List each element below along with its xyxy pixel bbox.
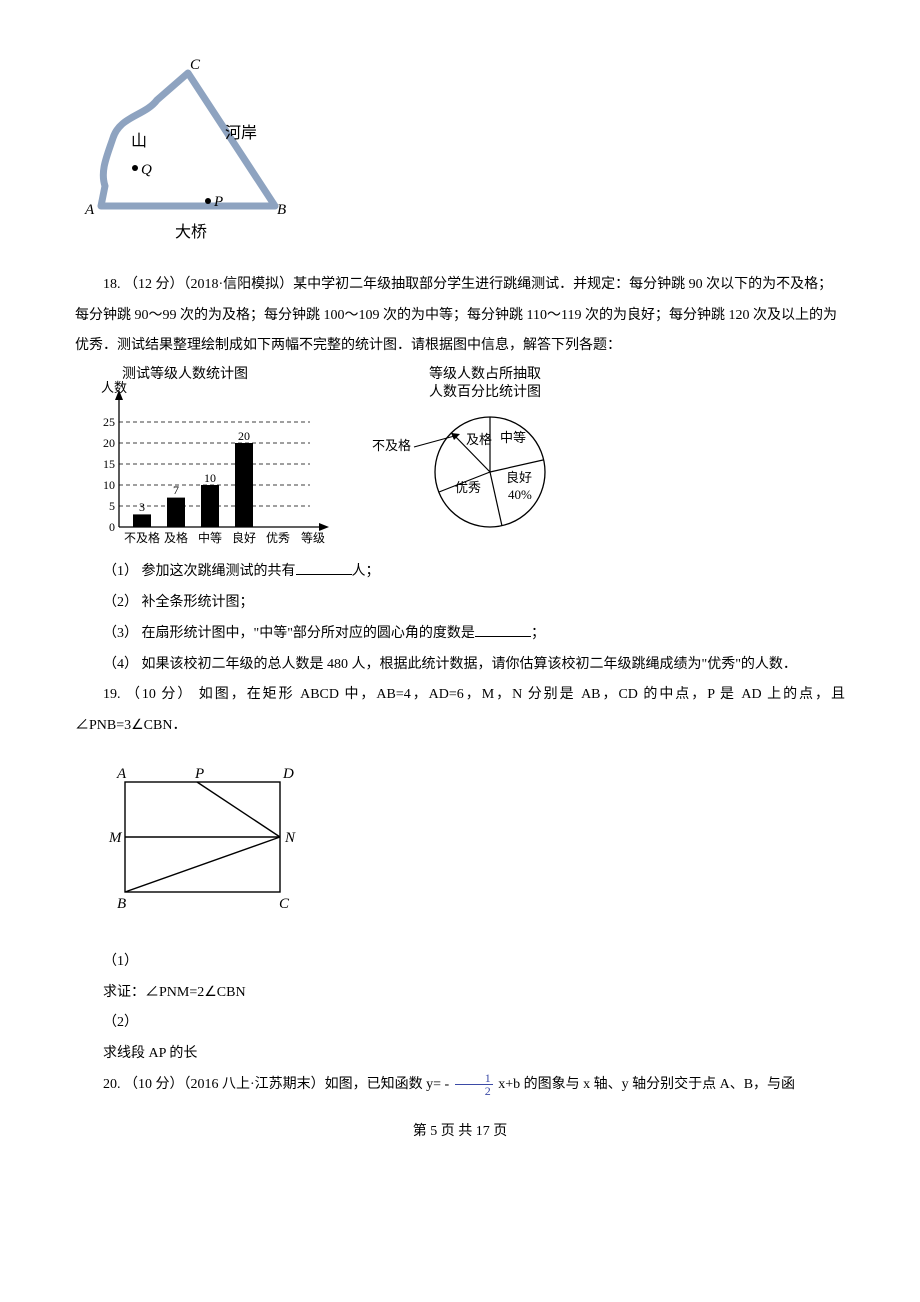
q18-s3-post: ；: [531, 626, 545, 641]
q19-svg: A P D M N B C: [97, 760, 312, 920]
label-q: Q: [141, 162, 152, 178]
annot-bank: 河岸: [225, 124, 257, 142]
svg-text:良好: 良好: [506, 470, 532, 485]
bar-chart-title: 测试等级人数统计图: [122, 365, 248, 382]
pie-chart: 等级人数占所抽取 人数百分比统计图 不及格 及格 中等 良好: [360, 362, 590, 557]
svg-text:不及格: 不及格: [124, 530, 160, 545]
svg-text:优秀: 优秀: [455, 480, 481, 495]
blank-2: [475, 622, 531, 637]
q19-s1-label: （1）: [75, 947, 845, 978]
svg-text:7: 7: [173, 483, 179, 497]
q18-intro: 18. （12 分）（2018·信阳模拟）某中学初二年级抽取部分学生进行跳绳测试…: [75, 270, 845, 362]
point-q-dot: [132, 165, 138, 171]
q19-intro: 19. （10 分） 如图，在矩形 ABCD 中，AB=4，AD=6，M，N 分…: [75, 680, 845, 742]
blank-1: [296, 560, 352, 575]
svg-text:25: 25: [103, 415, 115, 429]
q18-charts: 测试等级人数统计图 人数 0 5 10 15 20 25: [75, 362, 845, 557]
pie-title-1: 等级人数占所抽取: [429, 365, 541, 382]
q19-A: A: [116, 766, 127, 782]
q18-s3-pre: （3） 在扇形统计图中，"中等"部分所对应的圆心角的度数是: [103, 626, 475, 641]
svg-text:10: 10: [204, 471, 216, 485]
q19-s2-text: 求线段 AP 的长: [75, 1039, 845, 1070]
pie-title-2: 人数百分比统计图: [429, 384, 541, 400]
q19-s1-text: 求证：∠PNM=2∠CBN: [75, 978, 845, 1009]
svg-text:及格: 及格: [466, 432, 492, 447]
q19-N: N: [284, 830, 296, 846]
q19-B: B: [117, 896, 126, 912]
q18-s1-pre: （1） 参加这次跳绳测试的共有: [103, 564, 296, 579]
svg-text:20: 20: [238, 429, 250, 443]
svg-text:20: 20: [103, 436, 115, 450]
label-b: B: [277, 202, 286, 218]
q19-P: P: [194, 766, 204, 782]
svg-text:中等: 中等: [500, 430, 526, 445]
svg-text:不及格: 不及格: [372, 438, 411, 453]
bar-chart-xticks: 不及格 及格 中等 良好 优秀 等级: [124, 530, 325, 545]
q18-s1: （1） 参加这次跳绳测试的共有 人；: [75, 557, 845, 588]
q20-post: x+b 的图象与 x 轴、y 轴分别交于点 A、B，与函: [495, 1077, 795, 1092]
q18-s2: （2） 补全条形统计图；: [75, 588, 845, 619]
svg-text:良好: 良好: [232, 530, 256, 545]
point-p-dot: [205, 198, 211, 204]
bar-chart-ylabel: 人数: [101, 380, 127, 395]
annot-mountain: 山: [131, 132, 147, 150]
triangle-svg: C A B P Q 山 河岸 大桥: [75, 56, 300, 251]
svg-text:10: 10: [103, 478, 115, 492]
label-p: P: [213, 194, 223, 210]
bar-chart-bars: 3 7 10 20: [133, 429, 253, 527]
svg-text:5: 5: [109, 499, 115, 513]
q20-line: 20. （10 分）（2016 八上·江苏期末）如图，已知函数 y= - 12 …: [75, 1070, 845, 1101]
q19-s2-label: （2）: [75, 1008, 845, 1039]
fraction-half: 12: [455, 1072, 493, 1097]
page-footer: 第 5 页 共 17 页: [75, 1117, 845, 1148]
q19-figure: A P D M N B C: [97, 760, 845, 933]
q18-s4: （4） 如果该校初二年级的总人数是 480 人，根据此统计数据，请你估算该校初二…: [75, 650, 845, 681]
label-c: C: [190, 57, 201, 73]
q19-C: C: [279, 896, 290, 912]
svg-text:15: 15: [103, 457, 115, 471]
q19-M: M: [108, 830, 123, 846]
svg-text:优秀: 优秀: [266, 531, 290, 545]
svg-text:及格: 及格: [164, 530, 188, 545]
q18-s1-post: 人；: [352, 564, 380, 579]
svg-text:中等: 中等: [198, 530, 222, 545]
q19-D: D: [282, 766, 294, 782]
triangle-river-figure: C A B P Q 山 河岸 大桥: [75, 56, 845, 264]
svg-text:0: 0: [109, 520, 115, 534]
q18-s3: （3） 在扇形统计图中，"中等"部分所对应的圆心角的度数是 ；: [75, 619, 845, 650]
bar-chart: 测试等级人数统计图 人数 0 5 10 15 20 25: [75, 362, 350, 557]
svg-text:等级: 等级: [301, 531, 325, 545]
label-a: A: [84, 202, 95, 218]
q20-pre: 20. （10 分）（2016 八上·江苏期末）如图，已知函数 y= -: [103, 1077, 453, 1092]
svg-text:3: 3: [139, 500, 145, 514]
svg-text:40%: 40%: [508, 487, 532, 502]
annot-bridge: 大桥: [175, 223, 207, 241]
